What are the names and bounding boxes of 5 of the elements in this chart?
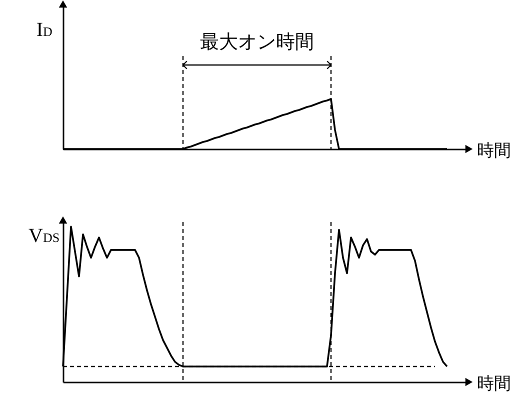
x-axis-title: 時間 xyxy=(477,141,511,160)
y-axis-title: ID xyxy=(36,19,52,41)
text: 最大オン時間 xyxy=(200,32,314,53)
x-axis-title: 時間 xyxy=(477,374,511,393)
y-axis-title: VDS xyxy=(28,225,60,247)
